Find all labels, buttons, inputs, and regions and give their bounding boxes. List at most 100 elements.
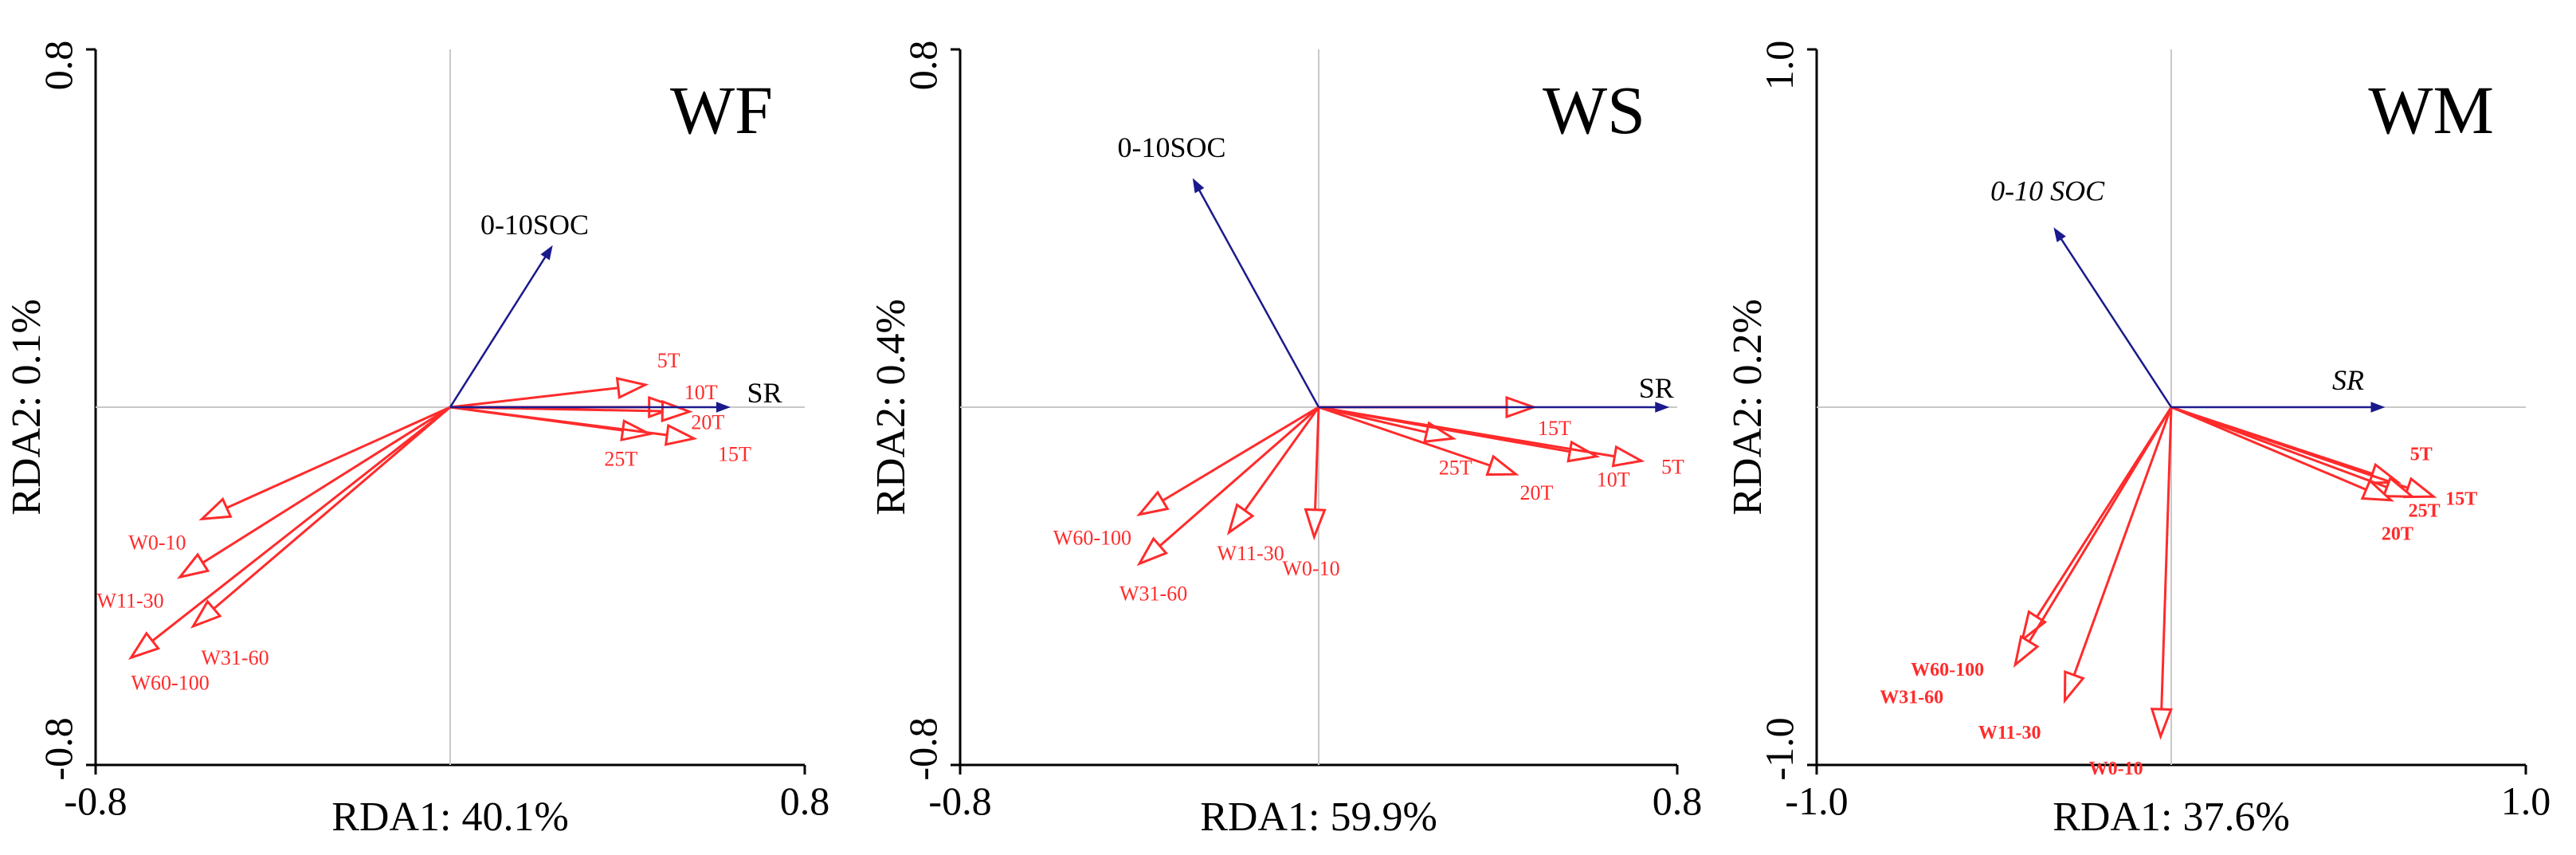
response-vector-label: 25T: [604, 448, 637, 471]
y-axis-title: RDA2: 0.2%: [1725, 299, 1770, 516]
response-vector-label: W11-30: [1217, 542, 1284, 565]
response-vector-label: W11-30: [1978, 723, 2041, 743]
response-vector-arrowhead: [661, 399, 693, 423]
y-tick-label: 0.8: [36, 41, 80, 91]
response-vector-arrowhead: [2403, 477, 2437, 499]
response-vector-label: W31-60: [1119, 582, 1187, 605]
response-vector-line: [213, 406, 451, 610]
env-vector-arrowhead: [716, 402, 731, 413]
response-vector-arrowhead: [1304, 508, 1327, 541]
response-vector-arrowhead: [2020, 610, 2048, 643]
response-vector-label: 25T: [2409, 500, 2441, 521]
env-vector-label: 0-10SOC: [1118, 131, 1226, 163]
env-vector-label: 0-10SOC: [480, 209, 589, 241]
response-vector-line: [202, 406, 451, 564]
response-vector-arrowhead: [176, 552, 210, 579]
response-vector-label: 15T: [1538, 417, 1571, 440]
response-vector-arrowhead: [1136, 536, 1169, 567]
y-tick-label: -1.0: [1757, 717, 1802, 780]
y-tick-label: -0.8: [36, 717, 80, 780]
response-vector-line: [1244, 406, 1320, 512]
response-vector-arrowhead: [2013, 634, 2040, 669]
response-vector-arrowhead: [127, 631, 161, 661]
env-vector-label: SR: [747, 377, 782, 409]
response-vector-label: W31-60: [201, 646, 269, 669]
response-vector-label: 10T: [684, 381, 718, 404]
response-vector-arrowhead: [2382, 476, 2416, 498]
response-vector-label: W31-60: [1880, 687, 1943, 708]
response-vector-line: [2170, 406, 2367, 491]
response-vector-arrowhead: [190, 599, 222, 629]
env-vector-line: [1198, 190, 1320, 408]
panel-title: WF: [670, 72, 773, 148]
response-vector-line: [1318, 406, 1615, 458]
response-vector-label: 20T: [691, 411, 724, 434]
response-vector-arrowhead: [1136, 490, 1170, 517]
response-vector-label: 5T: [2410, 444, 2433, 465]
response-vector-line: [2028, 406, 2173, 642]
x-tick-label: -0.8: [928, 779, 991, 823]
y-tick-label: -0.8: [900, 717, 945, 780]
x-axis-title: RDA1: 59.9%: [1200, 794, 1437, 840]
response-vector-line: [151, 406, 451, 642]
response-vector-label: W60-100: [1911, 660, 1984, 680]
response-vector-arrowhead: [1611, 445, 1645, 468]
env-vector-label: 0-10 SOC: [1990, 175, 2105, 207]
response-vector-arrowhead: [615, 376, 649, 400]
response-vector-arrowhead: [198, 496, 233, 521]
response-vector-arrowhead: [1485, 454, 1519, 477]
response-vector-arrowhead: [2360, 478, 2395, 502]
x-tick-label: -0.8: [64, 779, 127, 823]
response-vector-label: 20T: [2382, 524, 2413, 545]
response-vector-label: 20T: [1520, 481, 1554, 504]
response-vector-label: 10T: [1597, 469, 1630, 492]
env-vector-arrowhead: [1655, 402, 1670, 413]
response-vector-line: [2170, 406, 2388, 488]
response-vector-line: [1318, 406, 1491, 467]
response-vector-label: W0-10: [2089, 759, 2143, 779]
response-vector-line: [449, 406, 668, 437]
response-vector-arrowhead: [2150, 708, 2173, 740]
env-vector-arrowhead: [540, 245, 553, 261]
response-vector-line: [1314, 406, 1320, 510]
response-vector-label: 25T: [1439, 456, 1472, 479]
response-vector-label: 5T: [657, 349, 680, 372]
response-vector-label: 15T: [2445, 488, 2477, 509]
response-vector-arrowhead: [1226, 503, 1255, 535]
env-vector-arrowhead: [1192, 178, 1205, 194]
response-vector-label: W11-30: [96, 589, 163, 612]
env-vector-label: SR: [1639, 372, 1674, 404]
response-vector-arrowhead: [664, 423, 698, 446]
env-vector-label: SR: [2332, 364, 2364, 396]
env-vector-line: [449, 256, 547, 408]
response-vector-label: W0-10: [128, 531, 186, 554]
env-vector-line: [2060, 238, 2173, 408]
response-vector-arrowhead: [2063, 669, 2085, 704]
response-vector-line: [1162, 406, 1319, 502]
y-tick-label: 1.0: [1757, 41, 1802, 91]
response-vector-line: [2072, 406, 2173, 676]
response-vector-label: 15T: [718, 442, 751, 465]
y-axis-title: RDA2: 0.1%: [4, 299, 49, 516]
response-vector-label: W0-10: [1282, 557, 1339, 580]
env-vector-arrowhead: [2370, 402, 2386, 413]
response-vector-line: [1159, 406, 1319, 547]
x-axis-title: RDA1: 40.1%: [331, 794, 569, 840]
response-vector-label: W60-100: [131, 671, 210, 694]
response-vector-label: W60-100: [1053, 527, 1131, 550]
x-tick-label: -1.0: [1785, 779, 1848, 823]
response-vector-line: [2160, 406, 2173, 710]
x-tick-label: 0.8: [1653, 779, 1703, 823]
y-axis-title: RDA2: 0.4%: [868, 299, 914, 516]
x-tick-label: 1.0: [2501, 779, 2551, 823]
y-tick-label: 0.8: [900, 41, 945, 91]
panel-title: WS: [1543, 72, 1645, 148]
response-vector-label: 5T: [1661, 455, 1684, 478]
x-axis-title: RDA1: 37.6%: [2053, 794, 2290, 840]
x-tick-label: 0.8: [780, 779, 830, 823]
panel-title: WM: [2368, 72, 2494, 148]
response-vector-line: [449, 386, 619, 409]
response-vector-line: [225, 406, 451, 509]
env-vector-arrowhead: [2053, 227, 2066, 242]
